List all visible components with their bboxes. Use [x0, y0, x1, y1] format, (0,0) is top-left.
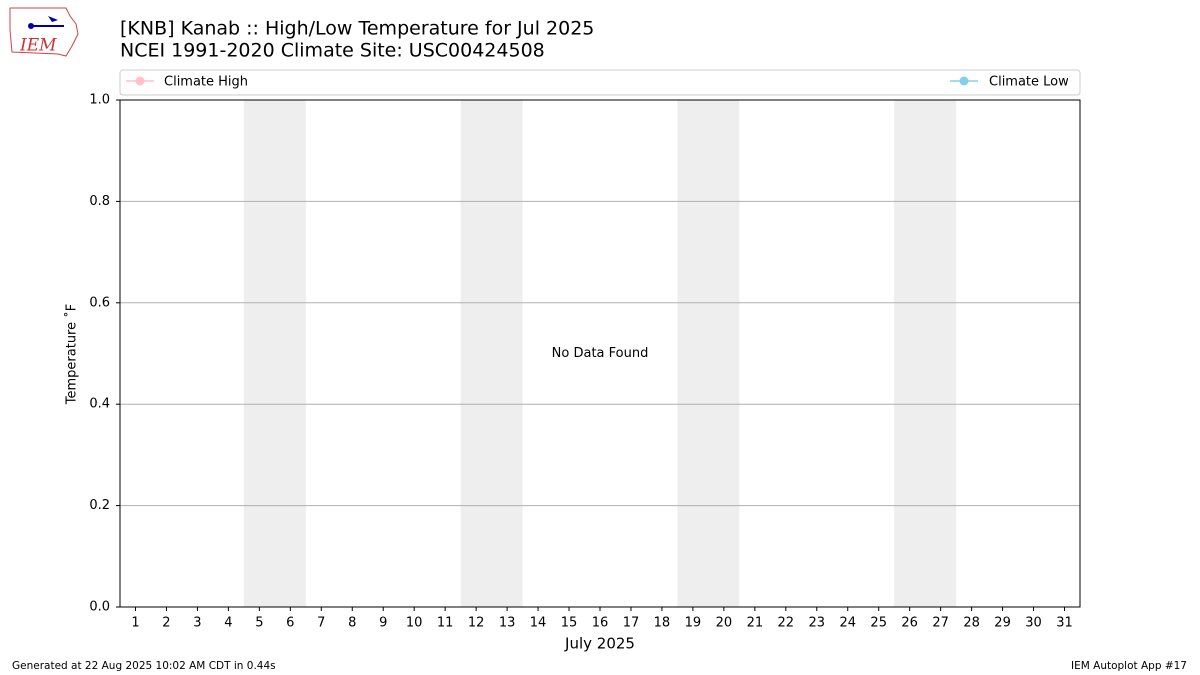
x-tick-label: 12 [468, 616, 485, 631]
annotation: No Data Found [552, 346, 649, 361]
x-tick-label: 1 [131, 616, 139, 631]
x-tick-label: 23 [809, 616, 826, 631]
x-tick-label: 4 [224, 616, 232, 631]
x-tick-label: 11 [437, 616, 454, 631]
legend-marker [959, 76, 969, 86]
x-tick-label: 15 [561, 616, 578, 631]
footer-left: Generated at 22 Aug 2025 10:02 AM CDT in… [12, 660, 276, 672]
x-tick-label: 13 [499, 616, 516, 631]
y-tick-label: 0.6 [89, 295, 110, 310]
x-tick-label: 6 [286, 616, 294, 631]
chart-subtitle: NCEI 1991-2020 Climate Site: USC00424508 [120, 40, 545, 62]
x-axis-label: July 2025 [564, 635, 635, 653]
plot-frame [119, 99, 1081, 608]
y-axis-label: Temperature ˚F [64, 304, 80, 405]
weekend-span [460, 100, 523, 607]
x-tick-label: 22 [778, 616, 795, 631]
y-tick-label: 0.0 [89, 600, 110, 615]
weekend-span [243, 100, 306, 607]
x-tick-label: 7 [317, 616, 325, 631]
x-tick-label: 10 [406, 616, 423, 631]
legend-label: Climate Low [989, 75, 1069, 90]
x-tick-label: 14 [530, 616, 547, 631]
x-tick-label: 20 [716, 616, 733, 631]
x-tick-label: 3 [193, 616, 201, 631]
x-tick-label: 5 [255, 616, 263, 631]
x-tick-label: 2 [162, 616, 170, 631]
x-tick-label: 26 [901, 616, 918, 631]
weekend-span [894, 100, 957, 607]
x-tick-label: 8 [348, 616, 356, 631]
logo: IEM [9, 7, 79, 57]
x-tick-label: 19 [685, 616, 702, 631]
x-tick-label: 17 [623, 616, 640, 631]
legend-label: Climate High [164, 75, 248, 90]
x-tick-label: 9 [379, 616, 387, 631]
legend-marker [135, 76, 145, 86]
x-tick-label: 27 [932, 616, 949, 631]
x-tick-label: 18 [654, 616, 671, 631]
legend [119, 69, 1081, 96]
x-tick-label: 31 [1056, 616, 1073, 631]
x-tick-label: 28 [963, 616, 980, 631]
x-tick-label: 30 [1025, 616, 1042, 631]
x-tick-label: 29 [994, 616, 1011, 631]
x-tick-label: 21 [747, 616, 764, 631]
x-tick-label: 25 [870, 616, 887, 631]
x-tick-label: 16 [592, 616, 609, 631]
y-tick-label: 0.8 [89, 194, 110, 209]
y-tick-label: 1.0 [89, 93, 110, 108]
footer-right: IEM Autoplot App #17 [1071, 660, 1187, 672]
logo-text: IEM [19, 36, 57, 56]
y-tick-label: 0.2 [89, 498, 110, 513]
chart-title: [KNB] Kanab :: High/Low Temperature for … [120, 18, 594, 40]
weekend-span [677, 100, 740, 607]
y-tick-label: 0.4 [89, 397, 110, 412]
x-tick-label: 24 [839, 616, 856, 631]
